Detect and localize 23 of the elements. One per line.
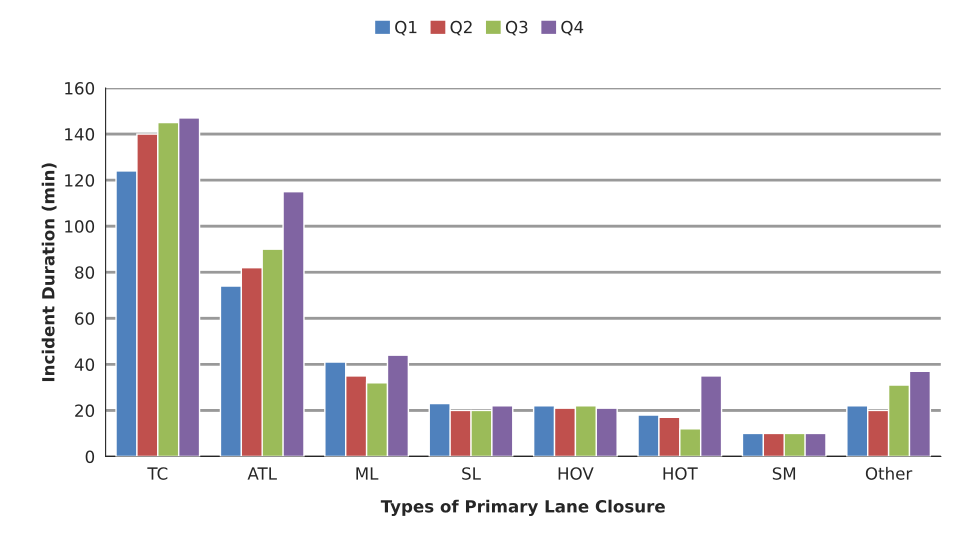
x-tick-label: HOV: [558, 467, 594, 480]
y-tick-label: 120: [65, 174, 94, 187]
y-tick-label: 60: [75, 312, 94, 325]
x-tick-label: ML: [356, 467, 378, 480]
y-tick-label: 100: [65, 220, 94, 233]
legend-label: Q2: [450, 20, 472, 36]
legend-label: Q1: [395, 20, 416, 36]
y-tick-label: 20: [75, 404, 94, 418]
x-tick-label: ATL: [248, 467, 277, 480]
y-tick-label: 80: [75, 266, 94, 279]
y-tick-label: 160: [65, 82, 94, 95]
legend-label: Q4: [561, 20, 584, 36]
y-tick-label: 40: [74, 358, 94, 371]
x-tick-label: SM: [772, 467, 796, 480]
legend-label: Q3: [506, 20, 528, 36]
y-axis-title: Incident Duration (min): [42, 163, 57, 382]
x-tick-label: TC: [147, 467, 168, 480]
x-axis-title: Types of Primary Lane Closure: [380, 500, 665, 516]
x-tick-label: SL: [462, 467, 481, 480]
y-tick-label: 0: [86, 450, 94, 464]
x-tick-label: Other: [866, 466, 912, 480]
x-tick-label: HOT: [664, 467, 698, 480]
y-tick-label: 140: [65, 128, 94, 141]
